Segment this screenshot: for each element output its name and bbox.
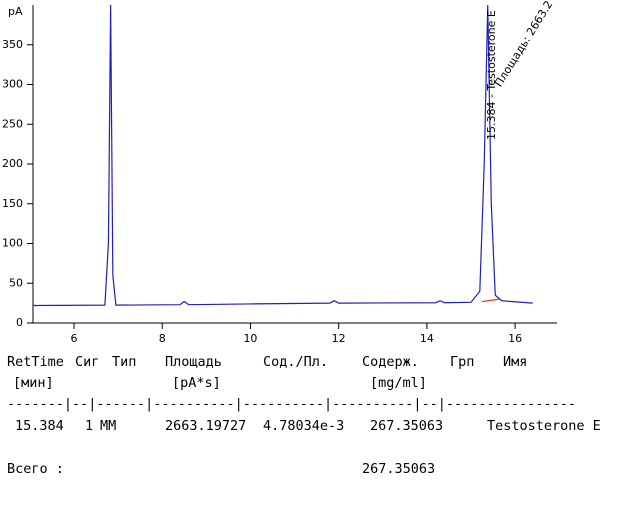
column-header: Площадь <box>165 354 222 370</box>
x-tick-label: 16 <box>508 332 522 345</box>
y-tick-label: 50 <box>9 276 23 289</box>
column-unit: [pA*s] <box>172 375 221 391</box>
cell: 267.35063 <box>370 418 444 434</box>
peak-label: 15.384 - Testosterone E <box>485 10 498 140</box>
cell: 4.78034e-3 <box>263 418 345 434</box>
trace <box>33 5 533 307</box>
y-tick-label: 100 <box>2 237 23 250</box>
chart: pA 0 50 100 150 200 250 300 350 6 8 10 12 14 16 15.384… <box>2 0 557 345</box>
y-axis-label: pA <box>8 5 23 18</box>
y-tick-label: 300 <box>2 78 23 91</box>
cell: 2663.19727 <box>165 418 247 434</box>
y-tick-label: 350 <box>2 38 23 51</box>
column-header: Имя <box>503 354 528 370</box>
area-label: Площадь: 2663.2 <box>492 0 555 89</box>
y-tick-label: 200 <box>2 157 23 170</box>
y-tick-label: 0 <box>16 316 23 329</box>
column-header: Тип <box>112 354 137 370</box>
column-unit: [мин] <box>13 375 54 391</box>
x-tick-label: 8 <box>159 332 166 345</box>
total-value: 267.35063 <box>362 461 436 477</box>
y-tick-label: 150 <box>2 197 23 210</box>
column-header: Грп <box>450 354 475 370</box>
column-header: Сиг <box>75 354 100 370</box>
column-unit: [mg/ml] <box>370 375 427 391</box>
column-header: Сод./Пл. <box>263 354 329 370</box>
separator: -------|--|------|----------|----------|… <box>7 396 576 412</box>
cell: 1 <box>85 418 94 434</box>
cell: Testosterone E <box>487 418 601 434</box>
cell: MM <box>100 418 117 434</box>
y-tick-label: 250 <box>2 117 23 130</box>
column-header: RetTime <box>7 354 64 370</box>
x-tick-label: 6 <box>71 332 78 345</box>
total-label: Всего : <box>7 461 64 477</box>
trace <box>481 298 500 303</box>
x-tick-label: 14 <box>420 332 434 345</box>
x-tick-label: 12 <box>332 332 346 345</box>
plot-area <box>33 5 533 307</box>
column-header: Содерж. <box>362 354 419 370</box>
x-tick-label: 10 <box>243 332 257 345</box>
cell: 15.384 <box>15 418 64 434</box>
